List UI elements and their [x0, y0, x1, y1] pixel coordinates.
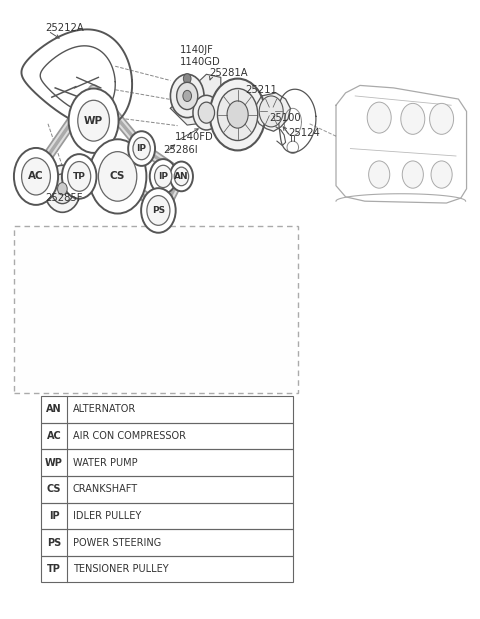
Bar — [41, 423, 293, 449]
Circle shape — [98, 152, 137, 201]
Text: 1140FD: 1140FD — [175, 132, 214, 142]
Polygon shape — [170, 74, 221, 125]
Text: PS: PS — [47, 537, 61, 548]
Text: 1140GD: 1140GD — [180, 57, 221, 67]
Circle shape — [367, 102, 391, 133]
Text: IP: IP — [158, 172, 168, 181]
Text: AIR CON COMPRESSOR: AIR CON COMPRESSOR — [73, 431, 186, 441]
Text: TENSIONER PULLEY: TENSIONER PULLEY — [73, 564, 168, 574]
FancyBboxPatch shape — [14, 226, 298, 393]
Circle shape — [193, 95, 220, 130]
Circle shape — [174, 167, 189, 186]
Bar — [41, 556, 293, 582]
Text: CS: CS — [110, 171, 125, 181]
Circle shape — [14, 148, 58, 205]
Circle shape — [62, 154, 96, 199]
Text: IDLER PULLEY: IDLER PULLEY — [73, 511, 141, 521]
Text: TP: TP — [47, 564, 61, 574]
Circle shape — [58, 183, 67, 195]
Circle shape — [401, 103, 425, 134]
Text: 25124: 25124 — [288, 128, 320, 138]
Text: 25285F: 25285F — [46, 193, 83, 203]
Text: 25100: 25100 — [269, 113, 300, 123]
Circle shape — [431, 161, 452, 188]
Circle shape — [170, 162, 193, 191]
Circle shape — [44, 165, 81, 212]
Text: PS: PS — [152, 206, 165, 215]
Circle shape — [210, 79, 265, 150]
Text: 25211: 25211 — [245, 85, 276, 95]
Text: 25212A: 25212A — [46, 23, 84, 33]
Circle shape — [170, 74, 204, 118]
Text: WP: WP — [45, 457, 63, 468]
Circle shape — [227, 101, 248, 128]
Bar — [41, 529, 293, 556]
Circle shape — [68, 162, 91, 191]
Circle shape — [402, 161, 423, 188]
Text: WATER PUMP: WATER PUMP — [73, 457, 138, 468]
Text: CS: CS — [47, 484, 61, 495]
Circle shape — [177, 82, 198, 110]
Circle shape — [183, 74, 191, 84]
Circle shape — [128, 131, 155, 166]
Text: AN: AN — [46, 404, 62, 415]
Text: 1140JF: 1140JF — [180, 45, 214, 54]
Circle shape — [217, 89, 258, 141]
Text: TP: TP — [73, 172, 85, 181]
Text: WP: WP — [84, 116, 103, 126]
Polygon shape — [254, 93, 290, 131]
Circle shape — [89, 139, 146, 214]
Circle shape — [78, 100, 109, 141]
Circle shape — [141, 188, 176, 233]
Circle shape — [155, 165, 172, 188]
Text: IP: IP — [137, 144, 146, 153]
Circle shape — [198, 102, 215, 123]
Circle shape — [183, 90, 192, 102]
Text: 25281A: 25281A — [209, 68, 247, 78]
Text: ALTERNATOR: ALTERNATOR — [73, 404, 136, 415]
Bar — [41, 449, 293, 476]
Text: IP: IP — [48, 511, 60, 521]
Bar — [41, 396, 293, 423]
Circle shape — [51, 174, 74, 204]
Text: 25286I: 25286I — [163, 145, 198, 155]
Circle shape — [133, 137, 150, 160]
Bar — [41, 503, 293, 529]
Circle shape — [147, 196, 170, 225]
Text: AN: AN — [174, 172, 189, 181]
Text: POWER STEERING: POWER STEERING — [73, 537, 161, 548]
Circle shape — [259, 96, 283, 127]
Circle shape — [69, 89, 119, 153]
Text: CRANKSHAFT: CRANKSHAFT — [73, 484, 138, 495]
Text: AC: AC — [47, 431, 61, 441]
Circle shape — [150, 159, 177, 194]
Circle shape — [369, 161, 390, 188]
Circle shape — [430, 103, 454, 134]
Bar — [41, 476, 293, 503]
Text: AC: AC — [28, 171, 44, 181]
Circle shape — [22, 158, 50, 195]
